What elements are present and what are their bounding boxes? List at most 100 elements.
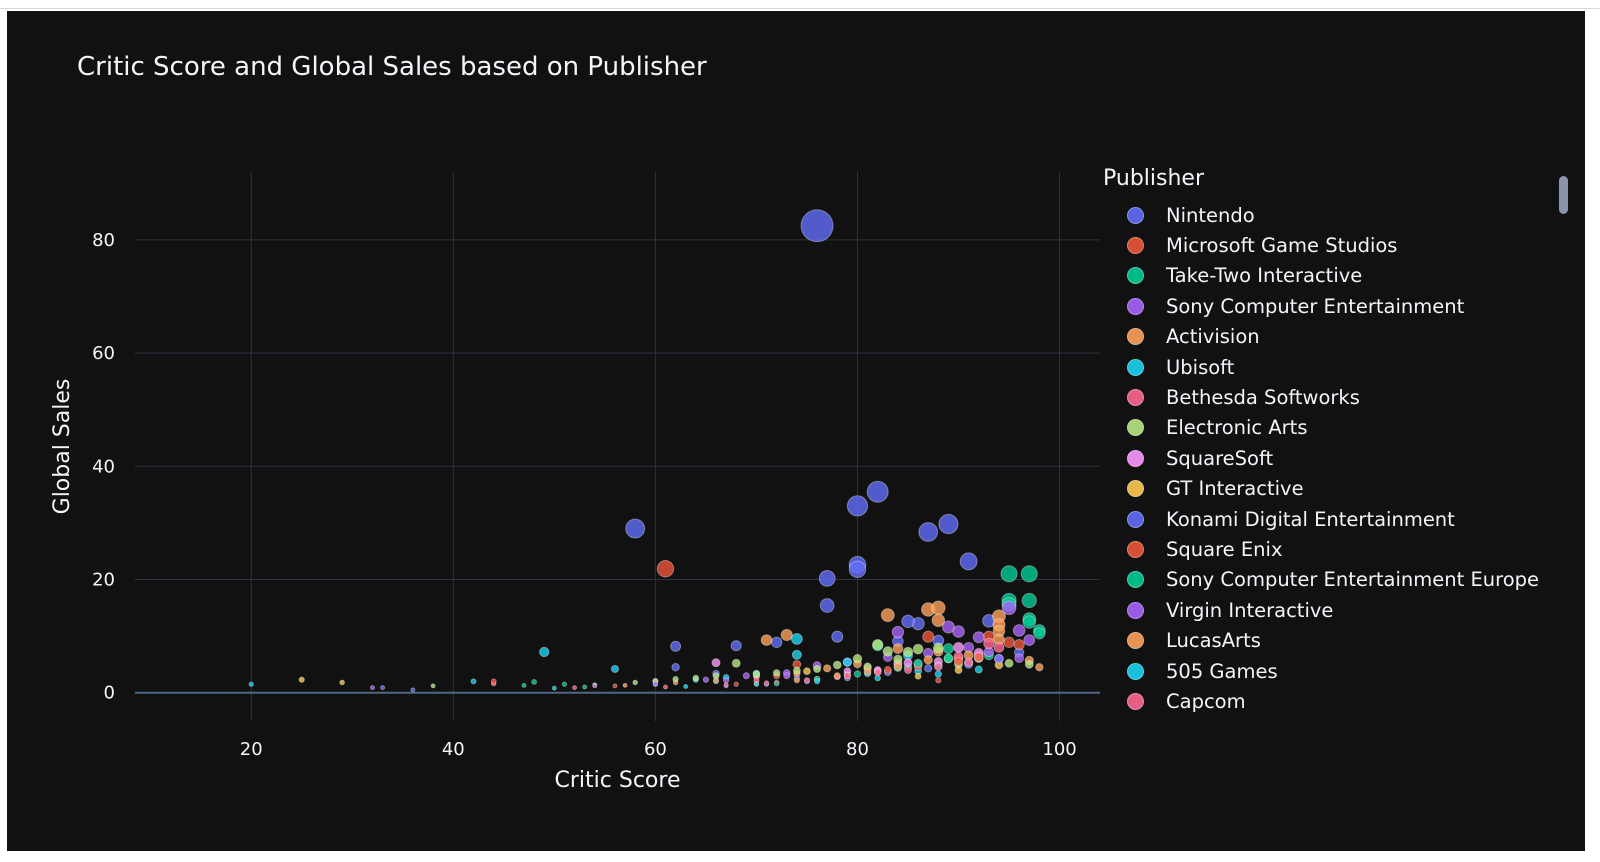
data-point[interactable] xyxy=(369,685,375,691)
data-point[interactable] xyxy=(994,653,1004,664)
data-point[interactable] xyxy=(818,569,836,587)
data-point[interactable] xyxy=(683,683,689,689)
data-point[interactable] xyxy=(772,669,781,677)
data-point[interactable] xyxy=(612,683,618,689)
legend-item[interactable]: Nintendo xyxy=(1103,200,1563,230)
data-point[interactable] xyxy=(922,630,935,643)
data-point[interactable] xyxy=(846,495,869,517)
data-point[interactable] xyxy=(914,672,922,680)
data-point[interactable] xyxy=(380,685,386,691)
data-point[interactable] xyxy=(539,646,550,658)
data-point[interactable] xyxy=(692,674,700,682)
data-point[interactable] xyxy=(931,600,946,616)
legend-item[interactable]: Sony Computer Entertainment xyxy=(1103,291,1563,321)
data-point[interactable] xyxy=(953,656,964,667)
data-point[interactable] xyxy=(943,653,954,664)
data-point[interactable] xyxy=(1035,662,1044,672)
data-point[interactable] xyxy=(823,664,832,673)
data-point[interactable] xyxy=(863,667,872,676)
data-point[interactable] xyxy=(923,655,933,665)
data-point[interactable] xyxy=(1024,659,1034,669)
data-point[interactable] xyxy=(934,662,943,671)
data-point[interactable] xyxy=(780,628,793,642)
data-point[interactable] xyxy=(803,677,811,684)
data-point[interactable] xyxy=(983,637,995,650)
data-point[interactable] xyxy=(941,620,955,634)
data-point[interactable] xyxy=(848,560,867,579)
data-point[interactable] xyxy=(582,684,588,690)
data-point[interactable] xyxy=(752,670,761,678)
data-point[interactable] xyxy=(1023,634,1036,646)
data-point[interactable] xyxy=(972,631,985,644)
legend-scrollbar[interactable] xyxy=(1559,176,1568,214)
data-point[interactable] xyxy=(652,680,659,687)
data-point[interactable] xyxy=(901,614,915,629)
data-point[interactable] xyxy=(730,640,742,652)
data-point[interactable] xyxy=(622,682,628,688)
data-point[interactable] xyxy=(1003,636,1015,649)
data-point[interactable] xyxy=(831,630,844,643)
data-point[interactable] xyxy=(753,681,760,687)
data-point[interactable] xyxy=(1022,615,1036,629)
data-point[interactable] xyxy=(993,641,1005,653)
data-point[interactable] xyxy=(551,685,557,691)
data-point[interactable] xyxy=(893,654,903,665)
data-point[interactable] xyxy=(932,642,944,654)
legend-item[interactable]: GT Interactive xyxy=(1103,474,1563,504)
data-point[interactable] xyxy=(625,518,646,539)
data-point[interactable] xyxy=(656,560,675,578)
data-point[interactable] xyxy=(572,685,578,691)
data-point[interactable] xyxy=(918,522,939,542)
data-point[interactable] xyxy=(490,678,497,685)
data-point[interactable] xyxy=(882,646,894,657)
data-point[interactable] xyxy=(891,625,905,639)
legend-item[interactable]: Activision xyxy=(1103,322,1563,352)
data-point[interactable] xyxy=(943,643,954,654)
data-point[interactable] xyxy=(924,664,933,673)
data-point[interactable] xyxy=(872,638,884,651)
data-point[interactable] xyxy=(733,681,739,687)
data-point[interactable] xyxy=(248,681,254,687)
data-point[interactable] xyxy=(934,670,943,678)
data-point[interactable] xyxy=(880,608,895,623)
data-point[interactable] xyxy=(912,643,924,655)
data-point[interactable] xyxy=(812,664,822,674)
data-point[interactable] xyxy=(672,675,679,683)
data-point[interactable] xyxy=(298,676,305,683)
data-point[interactable] xyxy=(935,677,942,684)
data-point[interactable] xyxy=(760,634,773,646)
data-point[interactable] xyxy=(814,678,821,685)
data-point[interactable] xyxy=(800,209,834,243)
data-point[interactable] xyxy=(964,657,974,667)
data-point[interactable] xyxy=(893,662,903,671)
data-point[interactable] xyxy=(723,677,730,684)
data-point[interactable] xyxy=(903,658,913,668)
data-point[interactable] xyxy=(959,552,978,571)
data-point[interactable] xyxy=(790,633,803,645)
legend-item[interactable]: 505 Games xyxy=(1103,656,1563,686)
data-point[interactable] xyxy=(410,687,416,693)
data-point[interactable] xyxy=(832,660,842,670)
data-point[interactable] xyxy=(632,679,639,686)
data-point[interactable] xyxy=(819,598,835,613)
data-point[interactable] xyxy=(1000,565,1018,583)
data-point[interactable] xyxy=(793,677,800,684)
data-point[interactable] xyxy=(1013,638,1025,651)
legend-item[interactable]: Square Enix xyxy=(1103,534,1563,564)
data-point[interactable] xyxy=(1033,627,1046,640)
data-point[interactable] xyxy=(853,670,862,678)
data-point[interactable] xyxy=(1020,565,1038,583)
data-point[interactable] xyxy=(833,672,841,680)
data-point[interactable] xyxy=(791,649,802,660)
data-point[interactable] xyxy=(803,667,811,676)
data-point[interactable] xyxy=(763,680,770,686)
data-point[interactable] xyxy=(952,625,965,638)
data-point[interactable] xyxy=(783,672,791,680)
data-point[interactable] xyxy=(938,513,959,535)
data-point[interactable] xyxy=(1021,592,1037,609)
data-point[interactable] xyxy=(913,658,923,668)
legend-item[interactable]: Konami Digital Entertainment xyxy=(1103,504,1563,534)
data-point[interactable] xyxy=(931,613,946,628)
data-point[interactable] xyxy=(852,653,863,664)
